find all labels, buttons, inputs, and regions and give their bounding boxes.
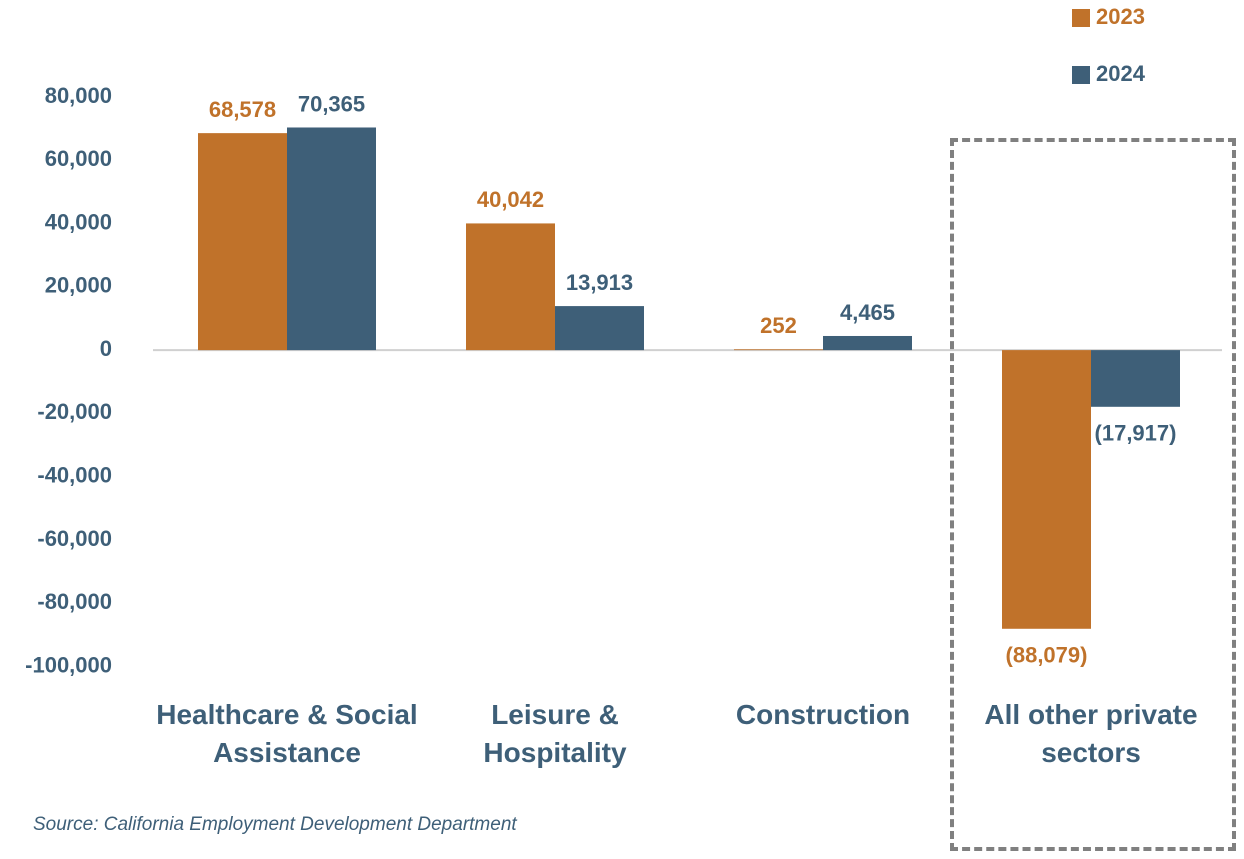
data-label: (17,917) bbox=[1095, 421, 1177, 446]
bar bbox=[555, 306, 644, 351]
legend-label: 2024 bbox=[1096, 61, 1146, 86]
y-tick-label: -20,000 bbox=[37, 399, 112, 424]
data-label: 252 bbox=[760, 313, 797, 338]
bar bbox=[734, 349, 823, 351]
x-tick-label: Leisure & Hospitality bbox=[483, 699, 627, 768]
bar bbox=[823, 335, 912, 351]
bar bbox=[198, 133, 287, 351]
data-label: 68,578 bbox=[209, 97, 276, 122]
x-tick-label: All other private sectors bbox=[984, 699, 1198, 768]
x-tick-label: Healthcare & Social Assistance bbox=[156, 699, 418, 768]
y-tick-label: -80,000 bbox=[37, 589, 112, 614]
data-label: 4,465 bbox=[840, 300, 895, 325]
legend-swatch bbox=[1072, 9, 1090, 27]
y-tick-label: 60,000 bbox=[45, 146, 112, 171]
data-label: 70,365 bbox=[298, 91, 365, 116]
data-label: 40,042 bbox=[477, 187, 544, 212]
bar bbox=[1002, 350, 1091, 629]
bar bbox=[1091, 350, 1180, 407]
data-label: 13,913 bbox=[566, 270, 633, 295]
x-tick-label: Construction bbox=[735, 699, 911, 730]
y-tick-label: 0 bbox=[100, 336, 112, 361]
y-tick-label: 80,000 bbox=[45, 83, 112, 108]
legend-swatch bbox=[1072, 66, 1090, 84]
y-tick-label: -40,000 bbox=[37, 462, 112, 487]
bar bbox=[287, 127, 376, 351]
y-tick-label: 40,000 bbox=[45, 209, 112, 234]
source-note: Source: California Employment Developmen… bbox=[33, 814, 517, 835]
bar bbox=[466, 223, 555, 351]
highlight-box bbox=[950, 138, 1236, 851]
legend-label: 2023 bbox=[1096, 4, 1145, 29]
y-tick-label: -100,000 bbox=[25, 652, 112, 677]
y-tick-label: -60,000 bbox=[37, 526, 112, 551]
data-label: (88,079) bbox=[1006, 643, 1088, 668]
y-tick-label: 20,000 bbox=[45, 273, 112, 298]
